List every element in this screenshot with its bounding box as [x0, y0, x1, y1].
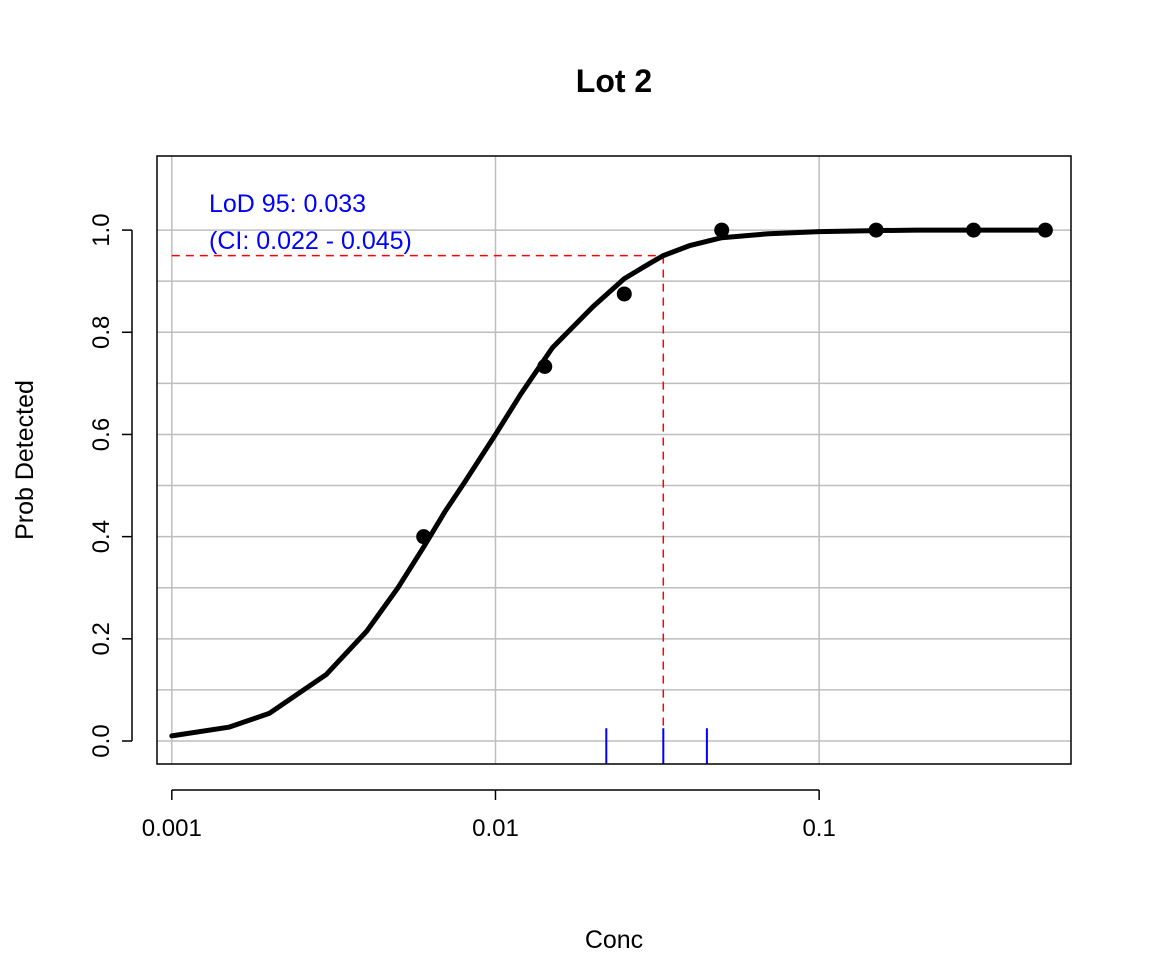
- y-tick-label-1: 0.2: [88, 622, 115, 655]
- ci-ticks: [605, 728, 708, 764]
- x-tick-label-1: 0.01: [472, 815, 519, 842]
- grid: [157, 156, 1071, 764]
- curve-layer: [169, 227, 1048, 739]
- data-point-3: [714, 222, 730, 238]
- data-point-6: [1037, 222, 1053, 238]
- y-axis: 0.0 0.2 0.4 0.6 0.8 1.0: [88, 213, 133, 758]
- data-point-1: [537, 359, 553, 375]
- y-tick-label-4: 0.8: [88, 316, 115, 349]
- data-point-0: [416, 529, 432, 545]
- plot-border: [156, 155, 1072, 765]
- data-point-5: [966, 222, 982, 238]
- x-axis-label: Conc: [585, 926, 643, 954]
- chart-title: Lot 2: [576, 63, 652, 99]
- y-tick-label-3: 0.6: [88, 418, 115, 451]
- y-tick-label-5: 1.0: [88, 213, 115, 246]
- y-tick-label-2: 0.4: [88, 520, 115, 553]
- x-axis: 0.001 0.01 0.1: [142, 789, 836, 842]
- data-point-4: [868, 222, 884, 238]
- lod-annotation-line2: (CI: 0.022 - 0.045): [209, 227, 412, 255]
- y-axis-label: Prob Detected: [11, 380, 39, 540]
- data-point-2: [616, 286, 632, 302]
- x-tick-label-2: 0.1: [802, 815, 835, 842]
- fit-curve: [169, 227, 1048, 739]
- points: [416, 222, 1053, 545]
- x-tick-label-0: 0.001: [142, 815, 202, 842]
- lod-lines: [171, 254, 665, 764]
- lod-annotation-line1: LoD 95: 0.033: [209, 190, 366, 218]
- y-tick-label-0: 0.0: [88, 724, 115, 757]
